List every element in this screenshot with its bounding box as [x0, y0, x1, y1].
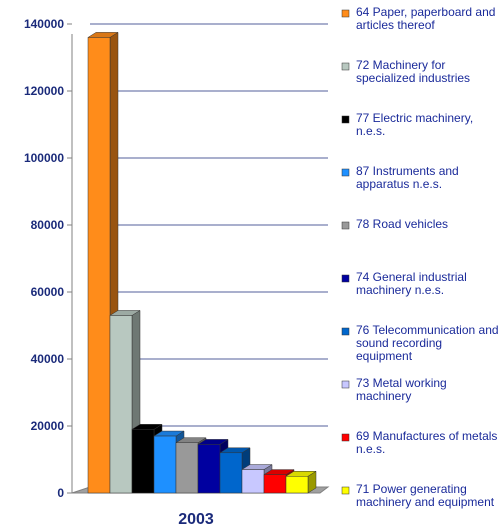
bar	[263, 474, 287, 494]
y-tick-label: 80000	[31, 218, 65, 232]
bar	[241, 469, 265, 494]
x-tick-label: 2003	[178, 511, 214, 528]
bar	[197, 444, 221, 494]
legend-swatch	[341, 168, 350, 177]
y-tick-label: 140000	[24, 17, 64, 31]
legend-label: 72 Machinery for specialized industries	[356, 58, 471, 85]
legend-swatch	[341, 115, 350, 124]
legend-label: 64 Paper, paperboard and articles thereo…	[356, 5, 496, 32]
legend-swatch	[341, 62, 350, 71]
y-tick-label: 60000	[31, 285, 65, 299]
legend-swatch	[341, 380, 350, 389]
y-tick-label: 120000	[24, 84, 64, 98]
legend-label: 73 Metal working machinery	[356, 376, 447, 403]
legend-label: 87 Instruments and apparatus n.e.s.	[356, 164, 459, 191]
legend-swatch	[341, 486, 350, 495]
legend-swatch	[341, 433, 350, 442]
bar	[131, 429, 155, 494]
legend-swatch	[341, 9, 350, 18]
bar	[219, 452, 243, 494]
bar	[175, 442, 199, 494]
legend-label: 69 Manufactures of metals n.e.s.	[356, 429, 498, 456]
y-tick-label: 20000	[31, 419, 65, 433]
legend-label: 76 Telecommunication and sound recording…	[356, 323, 499, 363]
y-tick-label: 0	[57, 486, 64, 500]
legend-swatch	[341, 327, 350, 336]
bar	[87, 37, 111, 494]
legend-swatch	[341, 221, 350, 230]
legend-label: 71 Power generating machinery and equipm…	[356, 482, 495, 509]
legend-swatch	[341, 274, 350, 283]
y-tick-label: 100000	[24, 151, 64, 165]
legend-label: 78 Road vehicles	[356, 217, 449, 231]
bar	[109, 315, 133, 494]
bar	[285, 476, 309, 494]
y-tick-label: 40000	[31, 352, 65, 366]
legend-label: 74 General industrial machinery n.e.s.	[356, 270, 467, 297]
bar	[153, 435, 177, 494]
legend-label: 77 Electric machinery, n.e.s.	[356, 111, 474, 138]
